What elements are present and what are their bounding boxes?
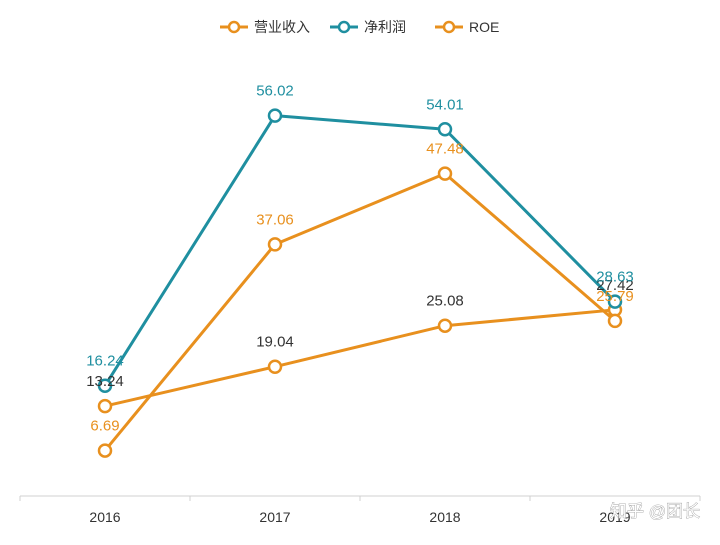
series-line-2 xyxy=(103,172,617,453)
x-axis: 2016 2017 2018 2019 xyxy=(19,495,701,525)
data-point-marker xyxy=(437,318,453,333)
data-label: 16.24 xyxy=(86,353,124,370)
data-point-marker xyxy=(97,378,113,393)
data-label: 19.04 xyxy=(256,334,294,351)
legend-label-2: ROE xyxy=(469,19,499,35)
x-tick-label: 2019 xyxy=(599,509,630,525)
legend: 营业收入 净利润 ROE xyxy=(220,19,499,35)
data-point-marker xyxy=(267,108,283,123)
data-point-marker xyxy=(437,166,453,181)
data-label: 25.79 xyxy=(596,288,634,305)
legend-label-0: 营业收入 xyxy=(254,19,310,35)
data-point-marker xyxy=(437,122,453,137)
data-label: 37.06 xyxy=(256,211,294,228)
x-tick-label: 2016 xyxy=(89,509,120,525)
watermark-text: 知乎 @团长 xyxy=(610,502,700,521)
data-labels: 13.24 19.04 25.08 27.42 16.24 56.02 54.01 28.63… xyxy=(86,83,634,435)
data-point-marker xyxy=(97,443,113,458)
data-point-marker xyxy=(267,237,283,252)
data-label: 6.69 xyxy=(90,418,119,435)
data-label: 47.48 xyxy=(426,141,464,158)
data-label: 27.42 xyxy=(596,277,634,294)
data-label: 54.01 xyxy=(426,96,464,113)
data-label: 28.63 xyxy=(596,269,634,286)
data-label: 25.08 xyxy=(426,293,464,310)
legend-marker-0 xyxy=(227,20,241,34)
series-lines xyxy=(97,108,623,458)
legend-label-1: 净利润 xyxy=(364,19,406,35)
series-line-0 xyxy=(103,308,617,408)
data-point-marker xyxy=(267,359,283,374)
data-label: 56.02 xyxy=(256,83,294,100)
data-point-marker xyxy=(607,313,623,329)
x-tick-label: 2017 xyxy=(259,509,290,525)
data-label: 13.24 xyxy=(86,373,124,390)
series-line-1 xyxy=(103,114,617,388)
legend-marker-1 xyxy=(337,20,351,34)
legend-marker-2 xyxy=(442,20,456,34)
x-tick-label: 2018 xyxy=(429,509,460,525)
data-point-marker xyxy=(97,398,113,414)
data-point-marker xyxy=(607,294,623,309)
